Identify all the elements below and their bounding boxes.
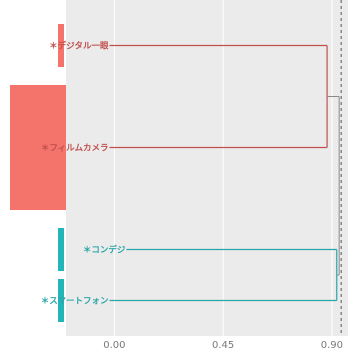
cluster-bar-wide [10,85,66,210]
dendrogram-branches [109,44,340,302]
cluster-bar [58,24,64,67]
x-tick-label: 0.45 [212,340,234,350]
leaf-labels: ＊デジタル一眼 ＊フィルムカメラ ＊コンデジ ＊スマートフォン [41,41,126,307]
plot-panel [66,0,348,336]
x-tick-label: 0.00 [103,340,125,350]
leaf-label: ＊コンデジ [83,245,126,256]
x-tick-label: 0.90 [321,340,343,350]
leaf-label: ＊フィルムカメラ [41,144,109,154]
x-axis-ticks: 0.00 0.45 0.90 [103,340,343,350]
grid-lines [113,0,333,336]
leaf-label: ＊デジタル一眼 [49,41,109,52]
cluster-side-bars [10,24,66,322]
leaf-label: ＊スマートフォン [41,297,109,307]
cluster-bar [58,279,64,322]
cluster-bar [58,228,64,271]
